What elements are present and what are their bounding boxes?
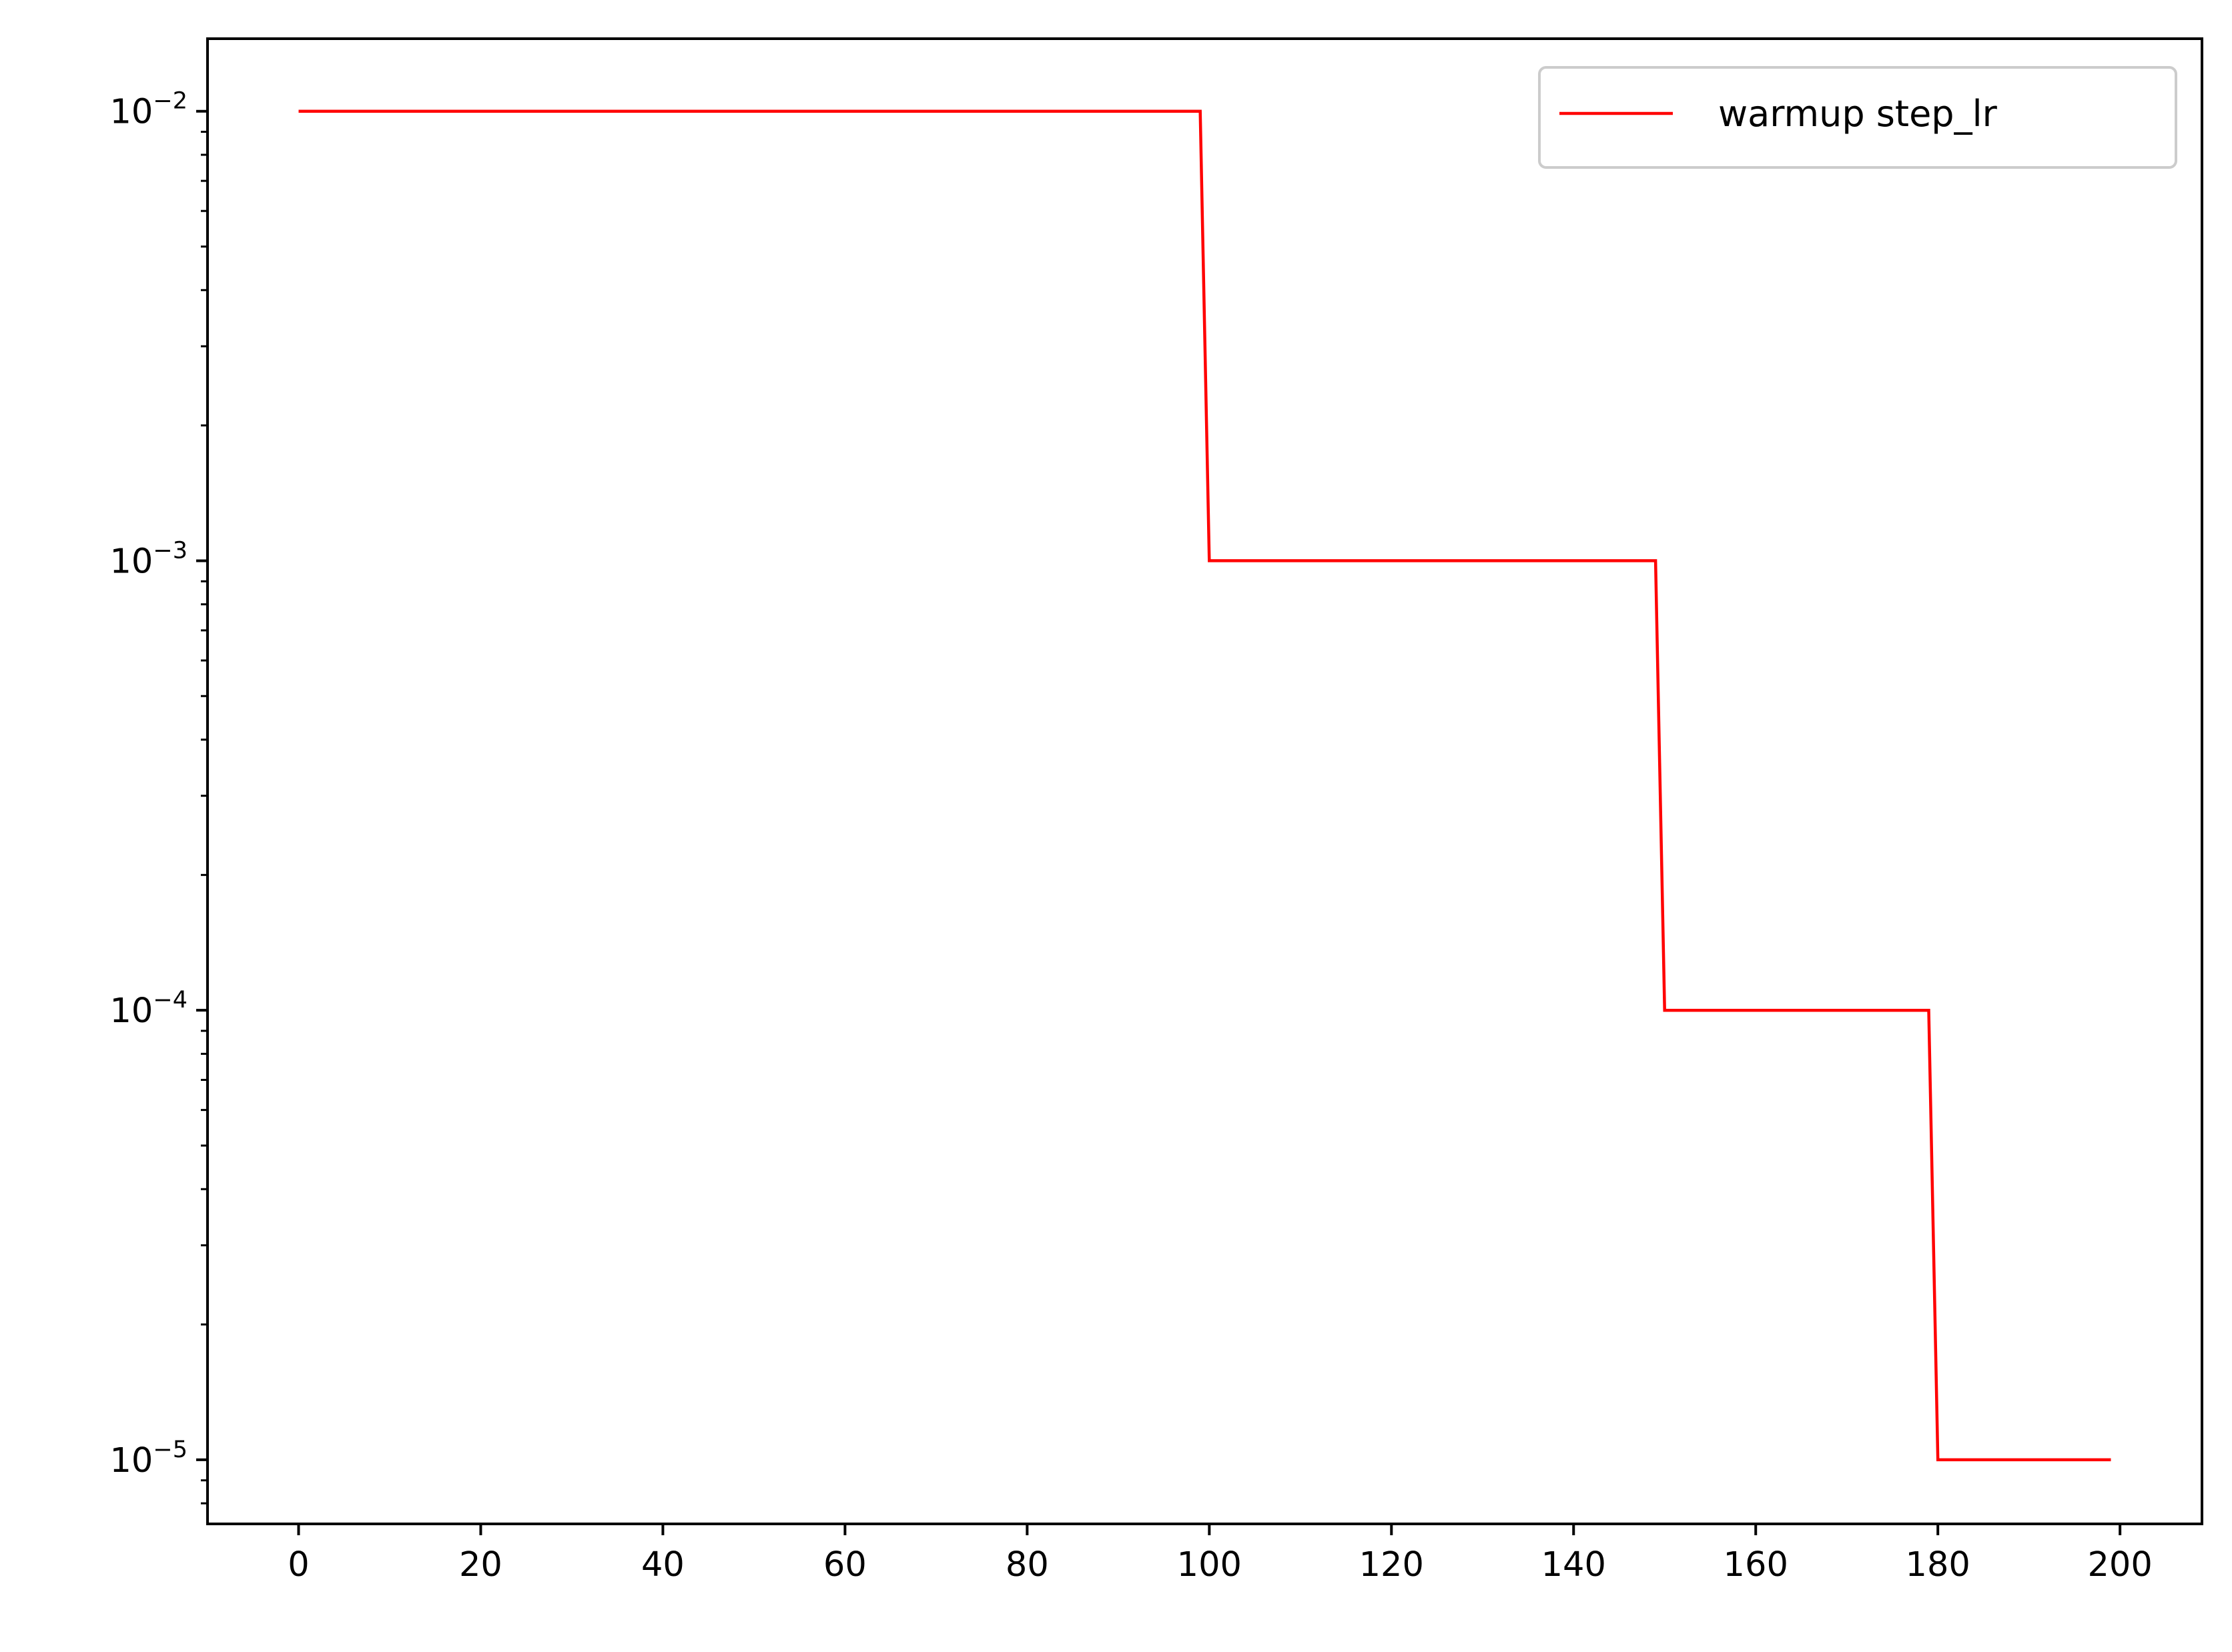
plot-area	[208, 39, 2202, 1524]
y-tick-label: 10−3	[109, 537, 188, 581]
x-tick-label: 120	[1359, 1545, 1424, 1585]
y-major-ticks: 10−210−310−410−5	[109, 88, 208, 1481]
x-tick-label: 60	[823, 1545, 867, 1585]
axes-frame	[206, 37, 2203, 1525]
legend-box	[1538, 66, 2177, 169]
y-tick-label-base: 10	[109, 1441, 153, 1481]
y-tick-label: 10−4	[109, 987, 188, 1031]
y-tick-label-exponent: −2	[153, 88, 188, 115]
x-tick-label: 40	[641, 1545, 685, 1585]
x-tick-label: 160	[1724, 1545, 1788, 1585]
x-tick-label: 20	[459, 1545, 502, 1585]
x-tick-label: 0	[288, 1545, 309, 1585]
y-tick-label: 10−5	[109, 1436, 188, 1481]
y-tick-label-exponent: −4	[153, 987, 188, 1013]
x-tick-label: 180	[1906, 1545, 1970, 1585]
y-tick-label-base: 10	[109, 93, 153, 132]
y-tick-label-base: 10	[109, 542, 153, 581]
y-tick-label: 10−2	[109, 88, 188, 132]
y-tick-label-exponent: −3	[153, 537, 188, 564]
x-tick-label: 140	[1541, 1545, 1606, 1585]
x-tick-label: 200	[2087, 1545, 2152, 1585]
y-tick-label-exponent: −5	[153, 1436, 188, 1463]
legend: warmup step_lr	[1538, 66, 2177, 169]
series-layer	[298, 109, 2111, 1462]
legend-label-warmup-step-lr: warmup step_lr	[1718, 93, 1998, 135]
x-tick-label: 100	[1177, 1545, 1242, 1585]
x-ticks: 0 20 40 60 80 100 120 140 160 180 200	[288, 1524, 2153, 1585]
series-line-warmup-step-lr	[298, 109, 2111, 1462]
x-tick-label: 80	[1006, 1545, 1049, 1585]
y-tick-label-base: 10	[109, 991, 153, 1031]
